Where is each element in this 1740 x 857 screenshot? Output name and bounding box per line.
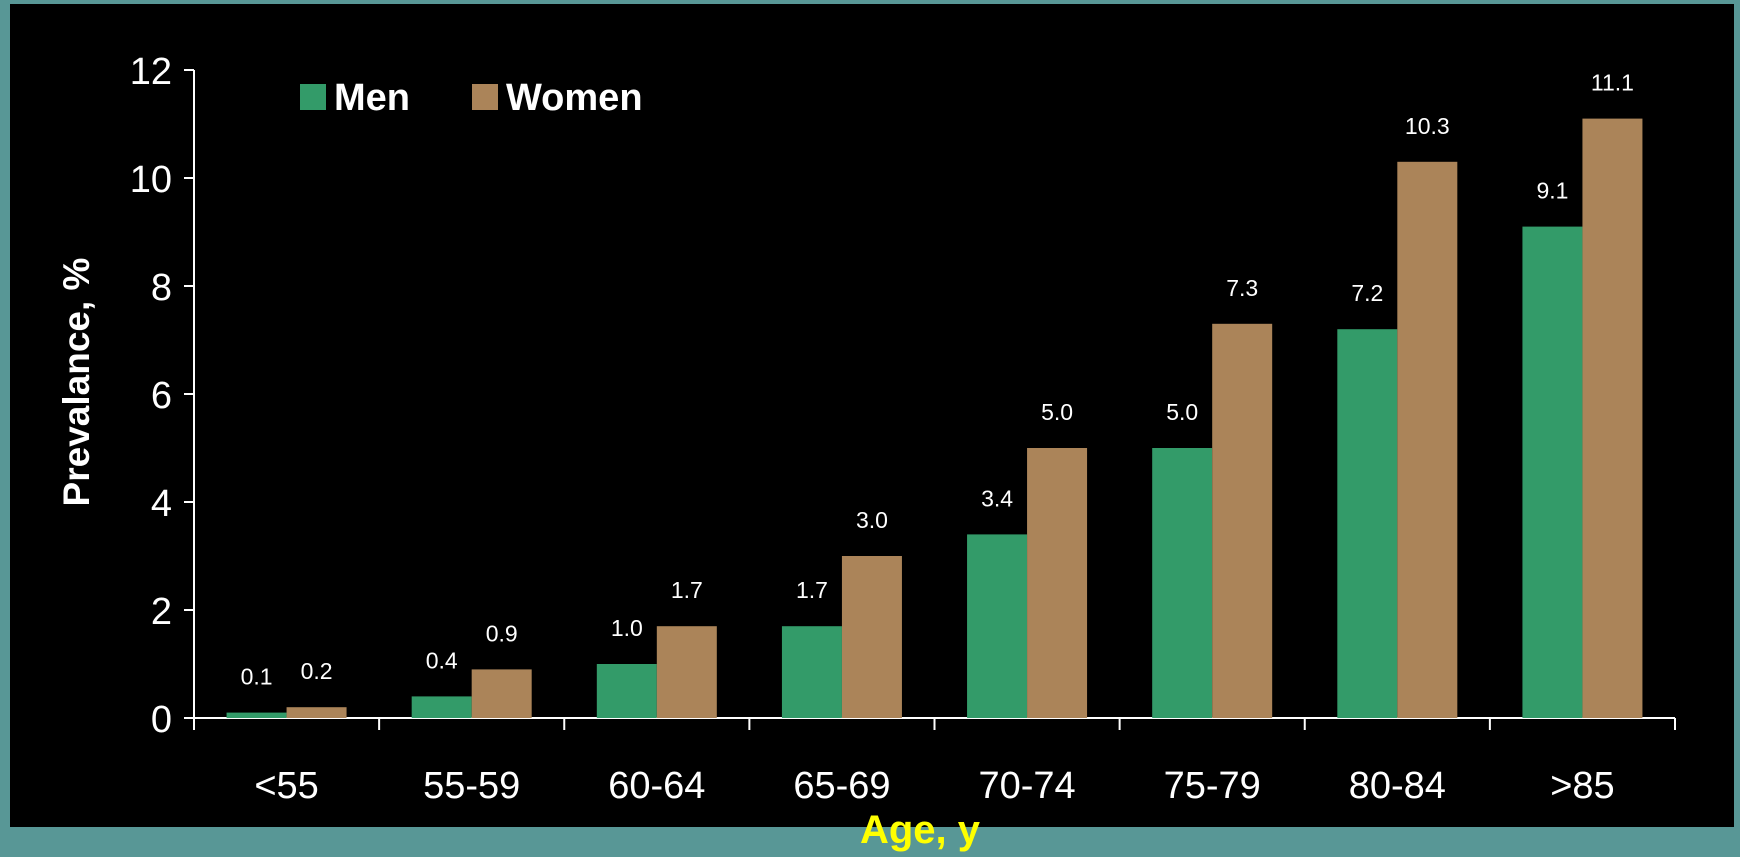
data-label-women: 11.1 bbox=[1591, 70, 1634, 96]
data-label-men: 7.2 bbox=[1351, 280, 1383, 306]
bar-women bbox=[1212, 323, 1273, 718]
bar-men bbox=[1152, 448, 1213, 718]
x-tick-label: <55 bbox=[254, 765, 318, 807]
x-tick-label: 65-69 bbox=[793, 765, 890, 807]
data-label-women: 10.3 bbox=[1405, 113, 1450, 139]
data-label-men: 9.1 bbox=[1536, 178, 1568, 204]
bar-women bbox=[471, 669, 532, 718]
y-tick-label: 0 bbox=[151, 699, 172, 741]
bar-men bbox=[781, 626, 842, 718]
legend-label-women: Women bbox=[506, 77, 643, 119]
x-tick-label: 55-59 bbox=[423, 765, 520, 807]
bar-men bbox=[411, 696, 472, 718]
y-tick-label: 12 bbox=[130, 51, 172, 93]
y-tick-label: 4 bbox=[151, 483, 172, 525]
data-label-women: 7.3 bbox=[1226, 275, 1258, 301]
x-tick-label: 60-64 bbox=[608, 765, 705, 807]
y-tick-label: 8 bbox=[151, 267, 172, 309]
bar-women bbox=[841, 556, 902, 718]
data-label-women: 1.7 bbox=[671, 577, 703, 603]
data-label-men: 0.1 bbox=[241, 664, 273, 690]
x-tick-label: 80-84 bbox=[1349, 765, 1446, 807]
bar-men bbox=[967, 534, 1028, 718]
y-tick-label: 10 bbox=[130, 159, 172, 201]
bar-men bbox=[596, 664, 657, 718]
y-tick-label: 6 bbox=[151, 375, 172, 417]
data-label-men: 0.4 bbox=[426, 647, 458, 673]
bar-chart: 0 2 4 6 8 10 12 <55 55-59 60-64 65-69 70-74 75-79 80-… bbox=[56, 51, 1676, 807]
y-axis-label: Prevalance, % bbox=[56, 258, 97, 507]
data-labels: 0.1 0.2 0.4 0.9 1.0 1.7 1.7 3.0 3.4 5.0 5.0 7.3 7.2 1… bbox=[241, 70, 1634, 690]
bar-women bbox=[1027, 448, 1088, 718]
axes: 0 2 4 6 8 10 12 <55 55-59 60-64 65-69 70-74 75-79 80-… bbox=[130, 51, 1676, 807]
chart-panel: 0 2 4 6 8 10 12 <55 55-59 60-64 65-69 70-74 75-79 80-… bbox=[10, 4, 1734, 827]
x-tick-label: 75-79 bbox=[1164, 765, 1261, 807]
legend-swatch-women bbox=[472, 84, 498, 110]
bar-women bbox=[1582, 118, 1643, 719]
bars bbox=[226, 118, 1643, 719]
data-label-men: 1.7 bbox=[796, 577, 828, 603]
bar-women bbox=[656, 626, 717, 718]
legend-swatch-men bbox=[300, 84, 326, 110]
bar-men bbox=[1522, 226, 1583, 718]
data-label-men: 3.4 bbox=[981, 485, 1013, 511]
data-label-women: 0.2 bbox=[301, 658, 333, 684]
y-tick-label: 2 bbox=[151, 591, 172, 633]
bar-men bbox=[1337, 329, 1398, 718]
bar-men bbox=[226, 712, 287, 718]
data-label-men: 1.0 bbox=[611, 615, 643, 641]
bar-women bbox=[286, 707, 347, 718]
data-label-men: 5.0 bbox=[1166, 399, 1198, 425]
x-tick-label: 70-74 bbox=[978, 765, 1075, 807]
data-label-women: 5.0 bbox=[1041, 399, 1073, 425]
legend-label-men: Men bbox=[334, 77, 410, 119]
x-axis-label: Age, y bbox=[859, 808, 981, 852]
legend: Men Women bbox=[300, 77, 643, 119]
data-label-women: 0.9 bbox=[486, 620, 518, 646]
bar-women bbox=[1397, 161, 1458, 719]
x-tick-label: >85 bbox=[1550, 765, 1614, 807]
data-label-women: 3.0 bbox=[856, 507, 888, 533]
